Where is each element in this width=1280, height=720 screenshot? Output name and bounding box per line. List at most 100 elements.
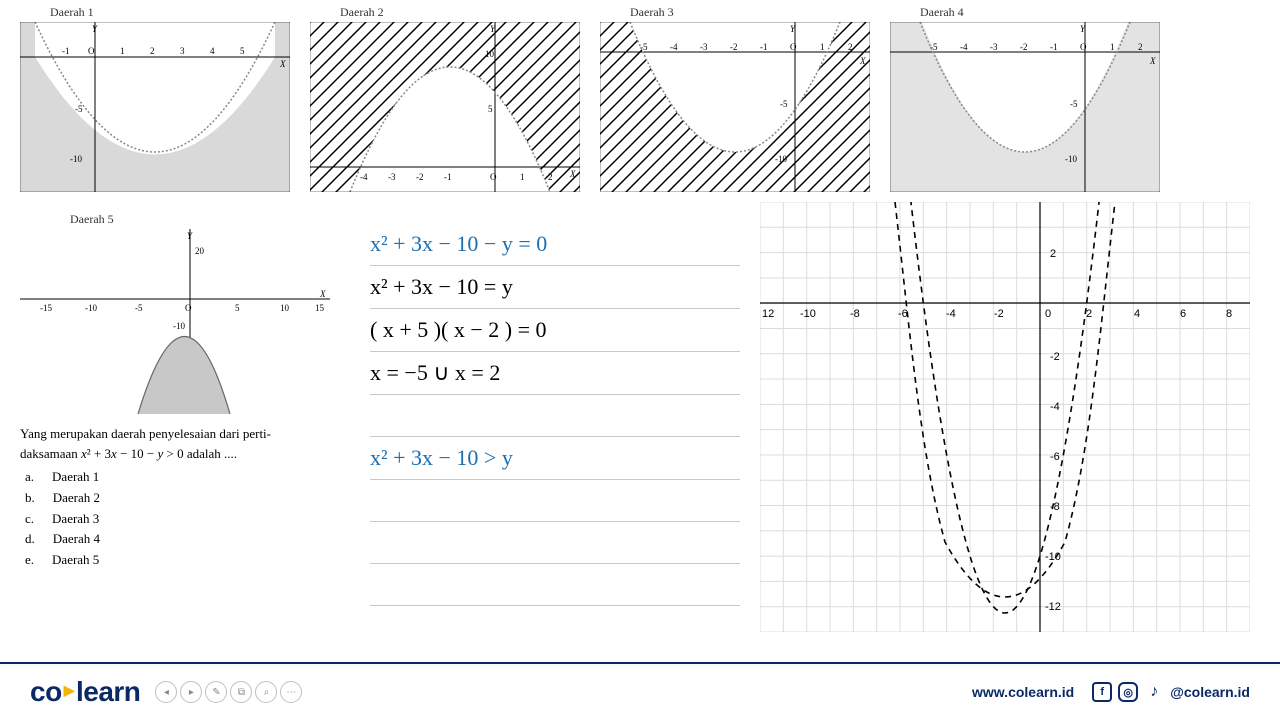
logo-dot: ▶ — [64, 682, 74, 698]
chart-title: Daerah 2 — [340, 5, 384, 20]
svg-text:1: 1 — [820, 42, 825, 52]
svg-text:X: X — [569, 169, 576, 179]
facebook-icon[interactable]: f — [1092, 682, 1112, 702]
svg-text:5: 5 — [488, 104, 493, 114]
svg-text:-5: -5 — [1070, 99, 1078, 109]
svg-text:-6: -6 — [898, 308, 908, 320]
svg-text:O: O — [88, 46, 95, 56]
svg-text:4: 4 — [210, 46, 215, 56]
footer-right: www.colearn.id f ◎ ♪ @colearn.id — [972, 682, 1250, 702]
svg-text:-5: -5 — [640, 42, 648, 52]
svg-text:-1: -1 — [62, 46, 70, 56]
tiktok-icon[interactable]: ♪ — [1144, 682, 1164, 702]
instagram-icon[interactable]: ◎ — [1118, 682, 1138, 702]
colearn-logo: co▶learn — [30, 676, 140, 708]
hand-line-2: x² + 3x − 10 = y — [370, 270, 740, 309]
svg-text:-6: -6 — [1050, 451, 1060, 463]
svg-text:-10: -10 — [70, 154, 82, 164]
pen-icon[interactable]: ✎ — [205, 681, 227, 703]
svg-text:-1: -1 — [760, 42, 768, 52]
answer-options: a.Daerah 1 b.Daerah 2 c.Daerah 3 d.Daera… — [20, 467, 350, 571]
svg-text:-1: -1 — [1050, 42, 1058, 52]
svg-text:Y: Y — [92, 24, 98, 34]
social-handle: @colearn.id — [1170, 684, 1250, 700]
svg-text:-15: -15 — [40, 303, 52, 313]
svg-text:-2: -2 — [994, 308, 1004, 320]
svg-text:4: 4 — [1134, 308, 1140, 320]
logo-learn: learn — [76, 676, 140, 707]
svg-text:20: 20 — [195, 246, 205, 256]
footer-url: www.colearn.id — [972, 684, 1074, 700]
toolbar: ◂ ▸ ✎ ⧉ ⌕ ⋯ — [155, 681, 302, 703]
svg-text:2: 2 — [548, 172, 553, 182]
svg-text:-5: -5 — [780, 99, 788, 109]
svg-text:-4: -4 — [1050, 401, 1060, 413]
svg-text:O: O — [490, 172, 497, 182]
logo-co: co — [30, 676, 62, 707]
svg-text:6: 6 — [1180, 308, 1186, 320]
svg-text:X: X — [319, 289, 326, 299]
svg-text:-5: -5 — [135, 303, 143, 313]
svg-text:-5: -5 — [75, 104, 83, 114]
footer-bar: co▶learn ◂ ▸ ✎ ⧉ ⌕ ⋯ www.colearn.id f ◎ … — [0, 662, 1280, 720]
option-d: d.Daerah 4 — [25, 529, 350, 550]
svg-text:2: 2 — [150, 46, 155, 56]
hand-line-5 — [370, 399, 740, 437]
parabola-above-shaded: -5-4-3 -2-1O 12 -5-10 Y X — [890, 22, 1160, 192]
svg-text:-5: -5 — [930, 42, 938, 52]
svg-text:1: 1 — [120, 46, 125, 56]
parabola-below-shaded: -1 O 1 2 3 4 5 -5 -10 Y X — [20, 22, 290, 192]
chart-daerah-4: Daerah 4 -5-4-3 -2-1O — [890, 5, 1160, 192]
big-graph-area: 12 -10 -8 -6 -4 -2 0 2 4 6 8 2 -2 -4 -6 … — [760, 202, 1270, 637]
prompt-line-2: daksamaan x² + 3x − 10 − y > 0 adalah ..… — [20, 444, 350, 464]
hand-line-6: x² + 3x − 10 > y — [370, 441, 740, 480]
svg-text:15: 15 — [315, 303, 325, 313]
svg-text:12: 12 — [762, 308, 774, 320]
svg-text:10: 10 — [280, 303, 290, 313]
svg-text:1: 1 — [520, 172, 525, 182]
svg-text:-10: -10 — [173, 321, 185, 331]
svg-text:-3: -3 — [388, 172, 396, 182]
svg-text:Y: Y — [187, 231, 193, 241]
bottom-section: Daerah 5 -15-10-5 O51015 20 -10-20-30 Y … — [0, 192, 1280, 637]
svg-text:-2: -2 — [416, 172, 424, 182]
prev-icon[interactable]: ◂ — [155, 681, 177, 703]
hand-line-3: ( x + 5 )( x − 2 ) = 0 — [370, 313, 740, 352]
next-icon[interactable]: ▸ — [180, 681, 202, 703]
svg-text:-10: -10 — [800, 308, 816, 320]
svg-text:-2: -2 — [730, 42, 738, 52]
svg-text:-2: -2 — [1020, 42, 1028, 52]
svg-text:-3: -3 — [990, 42, 998, 52]
question-prompt: Yang merupakan daerah penyelesaian dari … — [20, 424, 350, 463]
page-icon[interactable]: ⧉ — [230, 681, 252, 703]
svg-text:2: 2 — [1050, 248, 1056, 260]
svg-text:-1: -1 — [444, 172, 452, 182]
svg-text:-10: -10 — [775, 154, 787, 164]
svg-text:-10: -10 — [1045, 551, 1061, 563]
chart-daerah-5: -15-10-5 O51015 20 -10-20-30 Y X — [20, 229, 330, 414]
handwriting-area: x² + 3x − 10 − y = 0 x² + 3x − 10 = y ( … — [360, 202, 750, 637]
parabola-down-outside-hatched: 10 5 -4-3-2 -1O12 Y X — [310, 22, 580, 192]
svg-text:2: 2 — [1138, 42, 1143, 52]
svg-text:-4: -4 — [946, 308, 956, 320]
more-icon[interactable]: ⋯ — [280, 681, 302, 703]
svg-text:-4: -4 — [960, 42, 968, 52]
zoom-icon[interactable]: ⌕ — [255, 681, 277, 703]
option-c: c.Daerah 3 — [25, 509, 350, 530]
svg-text:X: X — [859, 56, 866, 66]
chart-title: Daerah 3 — [630, 5, 674, 20]
svg-text:0: 0 — [1045, 308, 1051, 320]
svg-text:2: 2 — [848, 42, 853, 52]
top-charts-row: Daerah 1 -1 O 1 2 3 4 5 — [0, 0, 1280, 192]
svg-text:-4: -4 — [670, 42, 678, 52]
svg-text:O: O — [1080, 42, 1087, 52]
hand-line-8 — [370, 526, 740, 564]
chart-title: Daerah 5 — [70, 212, 114, 227]
svg-text:3: 3 — [180, 46, 185, 56]
option-a: a.Daerah 1 — [25, 467, 350, 488]
svg-text:8: 8 — [1226, 308, 1232, 320]
svg-text:5: 5 — [235, 303, 240, 313]
svg-text:X: X — [279, 59, 286, 69]
option-e: e.Daerah 5 — [25, 550, 350, 571]
option-b: b.Daerah 2 — [25, 488, 350, 509]
